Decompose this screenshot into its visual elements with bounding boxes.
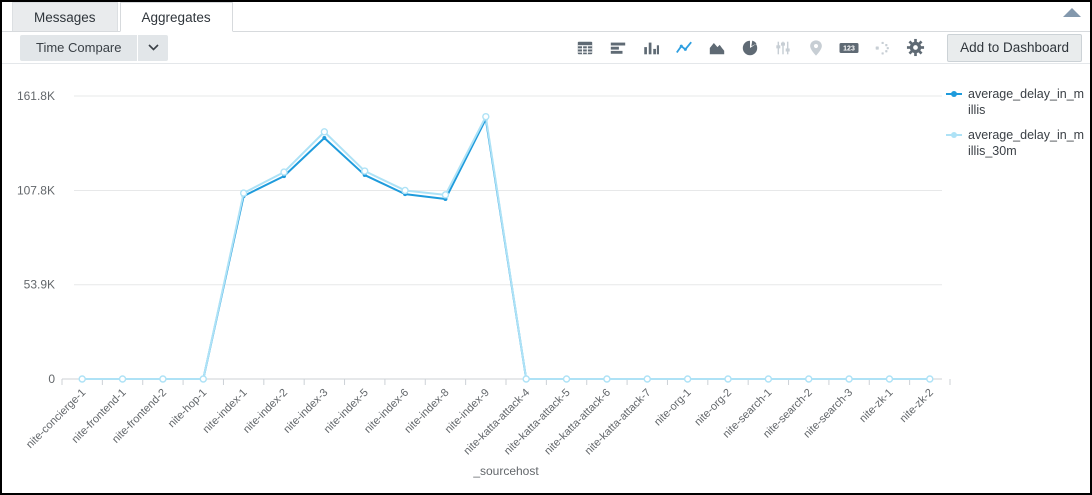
data-point[interactable] bbox=[239, 189, 248, 197]
x-axis-label: nite-zk-1 bbox=[857, 387, 895, 425]
legend-marker bbox=[946, 131, 962, 139]
sliders-icon[interactable] bbox=[773, 38, 793, 58]
horizontal-bar-chart-icon[interactable] bbox=[608, 38, 628, 58]
tab-messages[interactable]: Messages bbox=[12, 2, 118, 31]
chart-legend: average_delay_in_millis average_delay_in… bbox=[946, 86, 1088, 159]
x-axis-title: _sourcehost bbox=[472, 464, 539, 478]
gear-icon[interactable] bbox=[905, 38, 925, 58]
data-point[interactable] bbox=[482, 112, 490, 121]
data-point[interactable] bbox=[441, 191, 450, 199]
tab-messages-label: Messages bbox=[34, 9, 96, 25]
data-point[interactable] bbox=[78, 375, 86, 383]
y-axis-label: 53.9K bbox=[24, 278, 55, 292]
series-line-1 bbox=[82, 115, 930, 380]
y-axis-label: 0 bbox=[48, 372, 55, 386]
chevron-down-icon[interactable] bbox=[138, 35, 168, 61]
add-to-dashboard-button[interactable]: Add to Dashboard bbox=[947, 33, 1082, 62]
legend-item-average-delay-in-millis-30m[interactable]: average_delay_in_millis_30m bbox=[946, 127, 1088, 159]
data-point[interactable] bbox=[118, 375, 127, 383]
chart-area: 0 53.9K 107.8K 161.8K nite-concierge-1 nite-f… bbox=[2, 64, 1090, 493]
time-compare-label: Time Compare bbox=[36, 40, 122, 55]
aggregates-chart: 053.9K107.8K161.8Knite-concierge-1nite-f… bbox=[17, 89, 951, 478]
numeric-123-text: 123 bbox=[843, 45, 855, 52]
data-point[interactable] bbox=[361, 167, 369, 175]
data-point[interactable] bbox=[562, 375, 571, 383]
line-chart-icon[interactable] bbox=[674, 38, 694, 58]
table-icon[interactable] bbox=[575, 38, 595, 58]
legend-marker bbox=[946, 90, 962, 98]
data-point[interactable] bbox=[199, 375, 207, 383]
data-point[interactable] bbox=[643, 375, 651, 383]
data-point[interactable] bbox=[322, 135, 327, 140]
data-point[interactable] bbox=[320, 128, 329, 136]
data-point[interactable] bbox=[522, 375, 530, 383]
data-point[interactable] bbox=[724, 375, 732, 383]
data-point[interactable] bbox=[683, 375, 692, 383]
legend-label: average_delay_in_millis_30m bbox=[968, 128, 1085, 158]
aggregates-toolbar: Time Compare bbox=[2, 32, 1090, 64]
area-chart-icon[interactable] bbox=[707, 38, 727, 58]
chart-type-icon-row: 123 bbox=[575, 38, 931, 58]
data-point[interactable] bbox=[845, 375, 853, 383]
data-point[interactable] bbox=[805, 375, 813, 383]
x-axis-label: nite-org-2 bbox=[692, 387, 734, 429]
tab-aggregates-label: Aggregates bbox=[141, 9, 211, 25]
legend-item-average-delay-in-millis[interactable]: average_delay_in_millis bbox=[946, 86, 1088, 118]
tab-bar: Messages Aggregates bbox=[2, 2, 1090, 32]
data-point[interactable] bbox=[603, 375, 611, 383]
x-axis-label: nite-zk-2 bbox=[898, 387, 936, 425]
y-axis-label: 107.8K bbox=[17, 183, 55, 197]
map-pin-icon[interactable] bbox=[806, 38, 826, 58]
data-point[interactable] bbox=[926, 375, 934, 383]
data-point[interactable] bbox=[885, 375, 894, 383]
branch-icon[interactable] bbox=[872, 38, 892, 58]
legend-label: average_delay_in_millis bbox=[968, 87, 1085, 117]
data-point[interactable] bbox=[764, 375, 773, 383]
pie-chart-icon[interactable] bbox=[740, 38, 760, 58]
data-point[interactable] bbox=[280, 168, 288, 176]
data-point[interactable] bbox=[401, 186, 409, 195]
y-axis-label: 161.8K bbox=[17, 89, 55, 103]
data-point[interactable] bbox=[159, 375, 167, 383]
button-divider bbox=[137, 34, 139, 61]
tab-aggregates[interactable]: Aggregates bbox=[119, 2, 233, 32]
numeric-123-icon[interactable]: 123 bbox=[839, 38, 859, 58]
time-compare-button[interactable]: Time Compare bbox=[20, 34, 169, 61]
column-chart-icon[interactable] bbox=[641, 38, 661, 58]
x-axis-label: nite-hop-1 bbox=[166, 387, 210, 431]
x-axis-label: nite-org-1 bbox=[652, 387, 694, 429]
collapse-pane-up-icon[interactable] bbox=[1063, 8, 1081, 17]
